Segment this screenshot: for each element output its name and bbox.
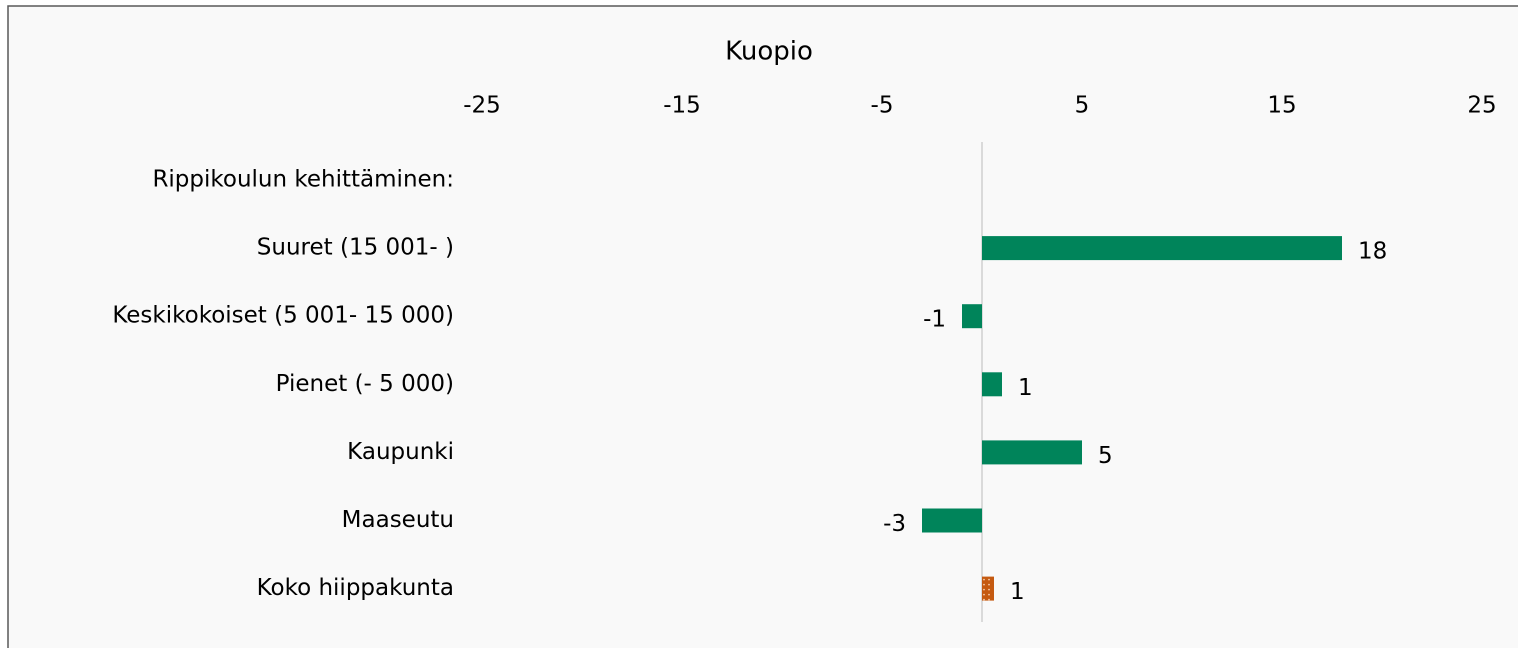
data-label: -1	[923, 307, 946, 333]
bar-pattern-dot	[988, 588, 990, 591]
y-tick-label: Rippikoulun kehittäminen:	[152, 167, 454, 193]
bar	[982, 372, 1002, 397]
data-label: 1	[1018, 375, 1033, 401]
bar-pattern-dot	[983, 593, 985, 596]
y-tick-label: Kaupunki	[347, 439, 454, 465]
data-label: -3	[883, 511, 906, 537]
bar-pattern-dot	[983, 588, 985, 591]
x-tick-label: -15	[663, 93, 701, 119]
y-tick-label: Maaseutu	[342, 507, 454, 533]
x-tick-label: -5	[871, 93, 894, 119]
bar-pattern-dot	[988, 593, 990, 596]
bar-pattern-dot	[983, 598, 985, 601]
x-tick-label: 25	[1467, 93, 1496, 119]
y-tick-label: Suuret (15 001- )	[257, 235, 454, 261]
y-tick-label: Pienet (- 5 000)	[276, 371, 454, 397]
data-label: 5	[1098, 443, 1113, 469]
bar-pattern-dot	[983, 583, 985, 586]
chart-frame	[7, 5, 1518, 648]
bar	[982, 440, 1082, 465]
y-tick-label: Koko hiippakunta	[257, 575, 454, 601]
x-tick-label: 5	[1075, 93, 1090, 119]
bar-pattern-dot	[988, 598, 990, 601]
bar	[962, 304, 982, 329]
y-tick-label: Keskikokoiset (5 001- 15 000)	[112, 303, 454, 329]
x-tick-label: 15	[1267, 93, 1296, 119]
data-label: 18	[1358, 239, 1387, 265]
bar-pattern-dot	[988, 578, 990, 581]
x-tick-label: -25	[463, 93, 501, 119]
bar	[982, 576, 994, 601]
bar	[922, 508, 982, 533]
bar-pattern-dot	[988, 583, 990, 586]
bar	[982, 236, 1342, 261]
data-label: 1	[1010, 579, 1025, 605]
bar-pattern-dot	[983, 578, 985, 581]
chart-title: Kuopio	[725, 37, 813, 67]
